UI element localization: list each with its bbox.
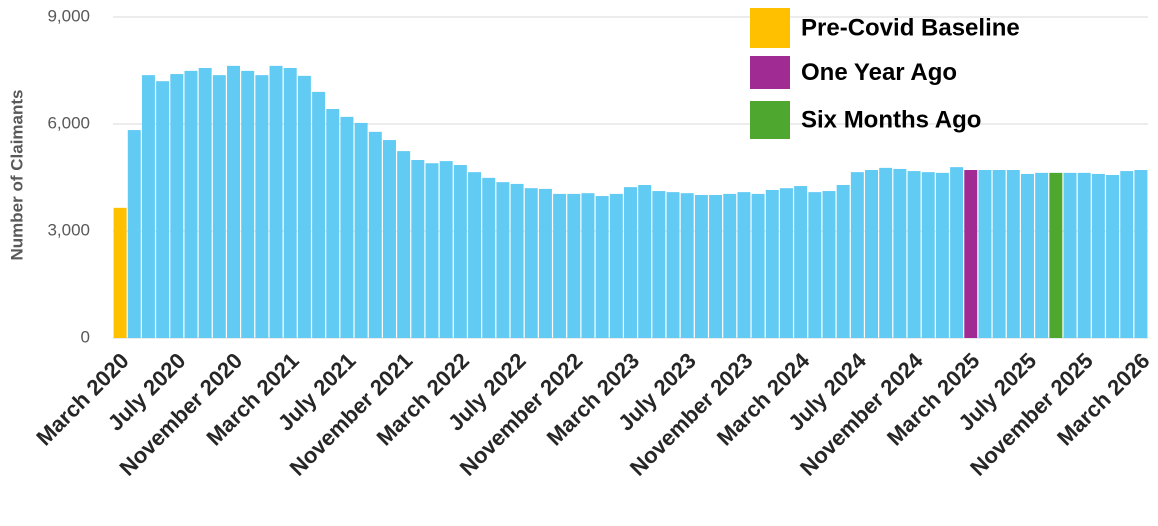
- bar: [553, 193, 567, 338]
- bar: [567, 193, 581, 338]
- bar: [425, 163, 439, 338]
- y-axis-title: Number of Claimants: [7, 90, 26, 261]
- bar: [694, 194, 708, 338]
- bar: [113, 207, 127, 338]
- legend-label: One Year Ago: [801, 59, 957, 86]
- bar: [156, 81, 170, 338]
- bar: [283, 68, 297, 339]
- bar: [624, 187, 637, 338]
- bar: [127, 130, 141, 338]
- bar: [1006, 170, 1020, 338]
- legend-label: Six Months Ago: [801, 106, 981, 133]
- bar: [652, 191, 666, 338]
- bar: [198, 68, 212, 339]
- y-tick-label: 9,000: [47, 6, 90, 25]
- bar: [978, 170, 992, 338]
- bar: [368, 131, 382, 338]
- bar: [496, 182, 510, 338]
- bar: [482, 177, 496, 338]
- bar: [297, 75, 311, 338]
- bar: [255, 75, 269, 339]
- bar: [382, 140, 396, 338]
- bar: [411, 160, 425, 338]
- bar: [638, 184, 652, 338]
- legend-label: Pre-Covid Baseline: [801, 14, 1020, 41]
- bar: [595, 196, 609, 338]
- bar: [397, 151, 411, 338]
- bar: [269, 65, 283, 338]
- bar: [822, 191, 836, 338]
- bar: [1106, 175, 1120, 338]
- bar: [723, 193, 737, 338]
- bar: [1063, 172, 1077, 338]
- bar: [794, 186, 808, 338]
- bar: [808, 192, 822, 338]
- bar: [893, 168, 907, 338]
- bar: [950, 167, 964, 338]
- bar: [1049, 172, 1063, 338]
- bar: [354, 122, 368, 339]
- bar: [170, 74, 184, 339]
- bar: [1134, 170, 1148, 338]
- bar: [1120, 171, 1134, 338]
- bar: [510, 183, 524, 338]
- legend-swatch: [750, 8, 790, 48]
- bar: [212, 75, 226, 339]
- bar: [907, 171, 921, 338]
- bar: [865, 170, 879, 338]
- bar: [709, 194, 723, 338]
- y-tick-label: 3,000: [47, 220, 90, 239]
- bar: [779, 188, 793, 338]
- bar: [581, 193, 595, 338]
- y-tick-label: 6,000: [47, 113, 90, 132]
- bar: [1020, 173, 1034, 338]
- y-tick-label: 0: [81, 327, 90, 346]
- bar: [1035, 172, 1049, 338]
- bar: [1091, 173, 1105, 338]
- legend-swatch: [750, 101, 790, 139]
- bar: [964, 170, 978, 338]
- bar: [935, 172, 949, 338]
- bar: [765, 189, 779, 338]
- bar: [1077, 172, 1091, 338]
- bar: [538, 188, 552, 338]
- bar: [850, 172, 864, 338]
- bar: [468, 172, 482, 338]
- bar: [992, 170, 1006, 338]
- bar: [836, 184, 850, 338]
- bar: [312, 91, 326, 339]
- bar: [680, 193, 694, 338]
- bar: [609, 193, 623, 338]
- bar: [751, 193, 765, 338]
- bar: [453, 165, 467, 338]
- legend-swatch: [750, 56, 790, 89]
- bar: [184, 70, 198, 339]
- bar: [141, 75, 155, 339]
- bar: [921, 172, 935, 338]
- bar: [241, 70, 255, 339]
- bar: [227, 65, 241, 338]
- bar: [340, 116, 354, 338]
- bar: [524, 188, 538, 338]
- bar: [666, 192, 680, 338]
- bar: [737, 192, 751, 338]
- bar: [326, 109, 340, 339]
- bar: [879, 167, 893, 338]
- bar: [439, 161, 453, 338]
